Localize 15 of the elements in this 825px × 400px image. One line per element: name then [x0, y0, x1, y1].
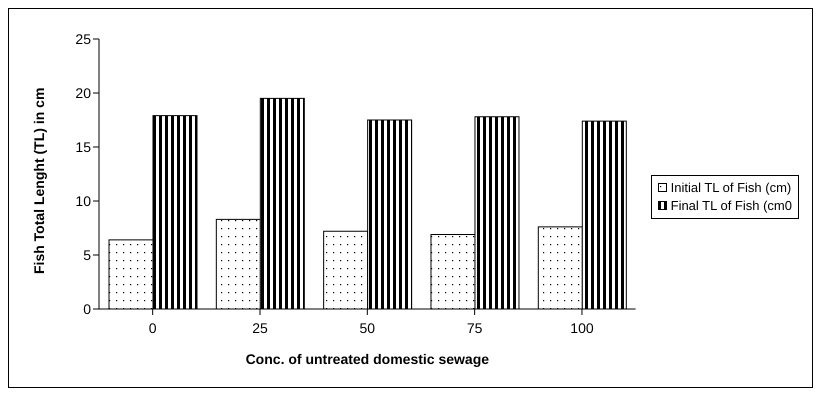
y-tick-label: 15 — [75, 138, 92, 155]
y-tick-label: 10 — [75, 192, 92, 209]
y-tick-label: 0 — [83, 300, 92, 317]
x-tick-label: 75 — [466, 320, 483, 336]
y-tick-label: 25 — [75, 30, 92, 47]
y-tick-label: 5 — [83, 246, 92, 263]
x-tick-label: 100 — [570, 320, 594, 336]
x-tick-label: 50 — [360, 320, 376, 336]
legend-label: Initial TL of Fish (cm) — [670, 178, 792, 196]
x-axis-title: Conc. of untreated domestic sewage — [246, 351, 490, 367]
y-axis-title: Fish Total Lenght (TL) in cm — [30, 88, 47, 274]
x-tick-label: 0 — [148, 320, 157, 336]
legend-label: Final TL of Fish (cm0 — [670, 196, 792, 214]
y-tick-label: 20 — [75, 84, 92, 101]
x-tick-label: 25 — [252, 320, 268, 336]
